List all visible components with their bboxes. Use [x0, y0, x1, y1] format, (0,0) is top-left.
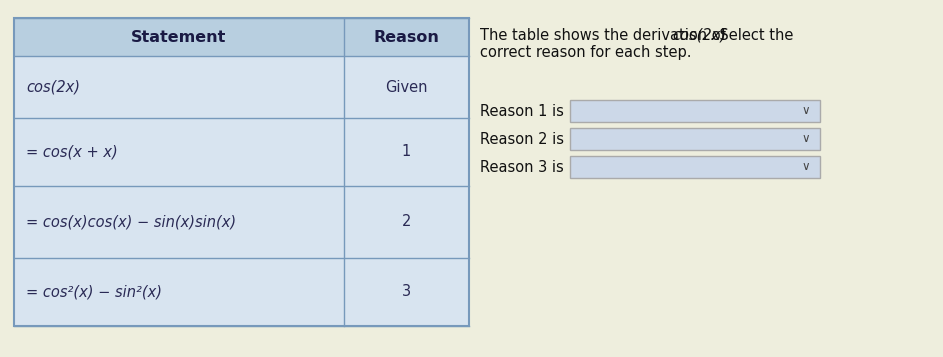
Bar [14, 18, 469, 326]
Text: 2: 2 [402, 215, 411, 230]
Text: Reason 2 is: Reason 2 is [480, 131, 564, 146]
Bar [570, 100, 820, 122]
Text: . Select the: . Select the [710, 28, 793, 43]
Text: ∨: ∨ [802, 161, 810, 174]
Bar [570, 128, 820, 150]
Bar [570, 156, 820, 178]
Text: ∨: ∨ [802, 132, 810, 146]
Text: cos(2x): cos(2x) [672, 28, 726, 43]
Text: = cos²(x) − sin²(x): = cos²(x) − sin²(x) [26, 285, 162, 300]
Text: 1: 1 [402, 145, 411, 160]
Bar [14, 18, 469, 56]
Bar [14, 18, 469, 326]
Text: Reason 1 is: Reason 1 is [480, 104, 564, 119]
Text: Reason: Reason [373, 30, 439, 45]
Text: = cos(x)cos(x) − sin(x)sin(x): = cos(x)cos(x) − sin(x)sin(x) [26, 215, 236, 230]
Text: ∨: ∨ [802, 105, 810, 117]
Text: = cos(x + x): = cos(x + x) [26, 145, 118, 160]
Text: cos(2x): cos(2x) [26, 80, 80, 95]
Text: Statement: Statement [131, 30, 226, 45]
Text: Given: Given [386, 80, 428, 95]
Text: 3: 3 [402, 285, 411, 300]
Text: Reason 3 is: Reason 3 is [480, 160, 564, 175]
Text: correct reason for each step.: correct reason for each step. [480, 45, 691, 60]
Text: The table shows the derivation of: The table shows the derivation of [480, 28, 731, 43]
